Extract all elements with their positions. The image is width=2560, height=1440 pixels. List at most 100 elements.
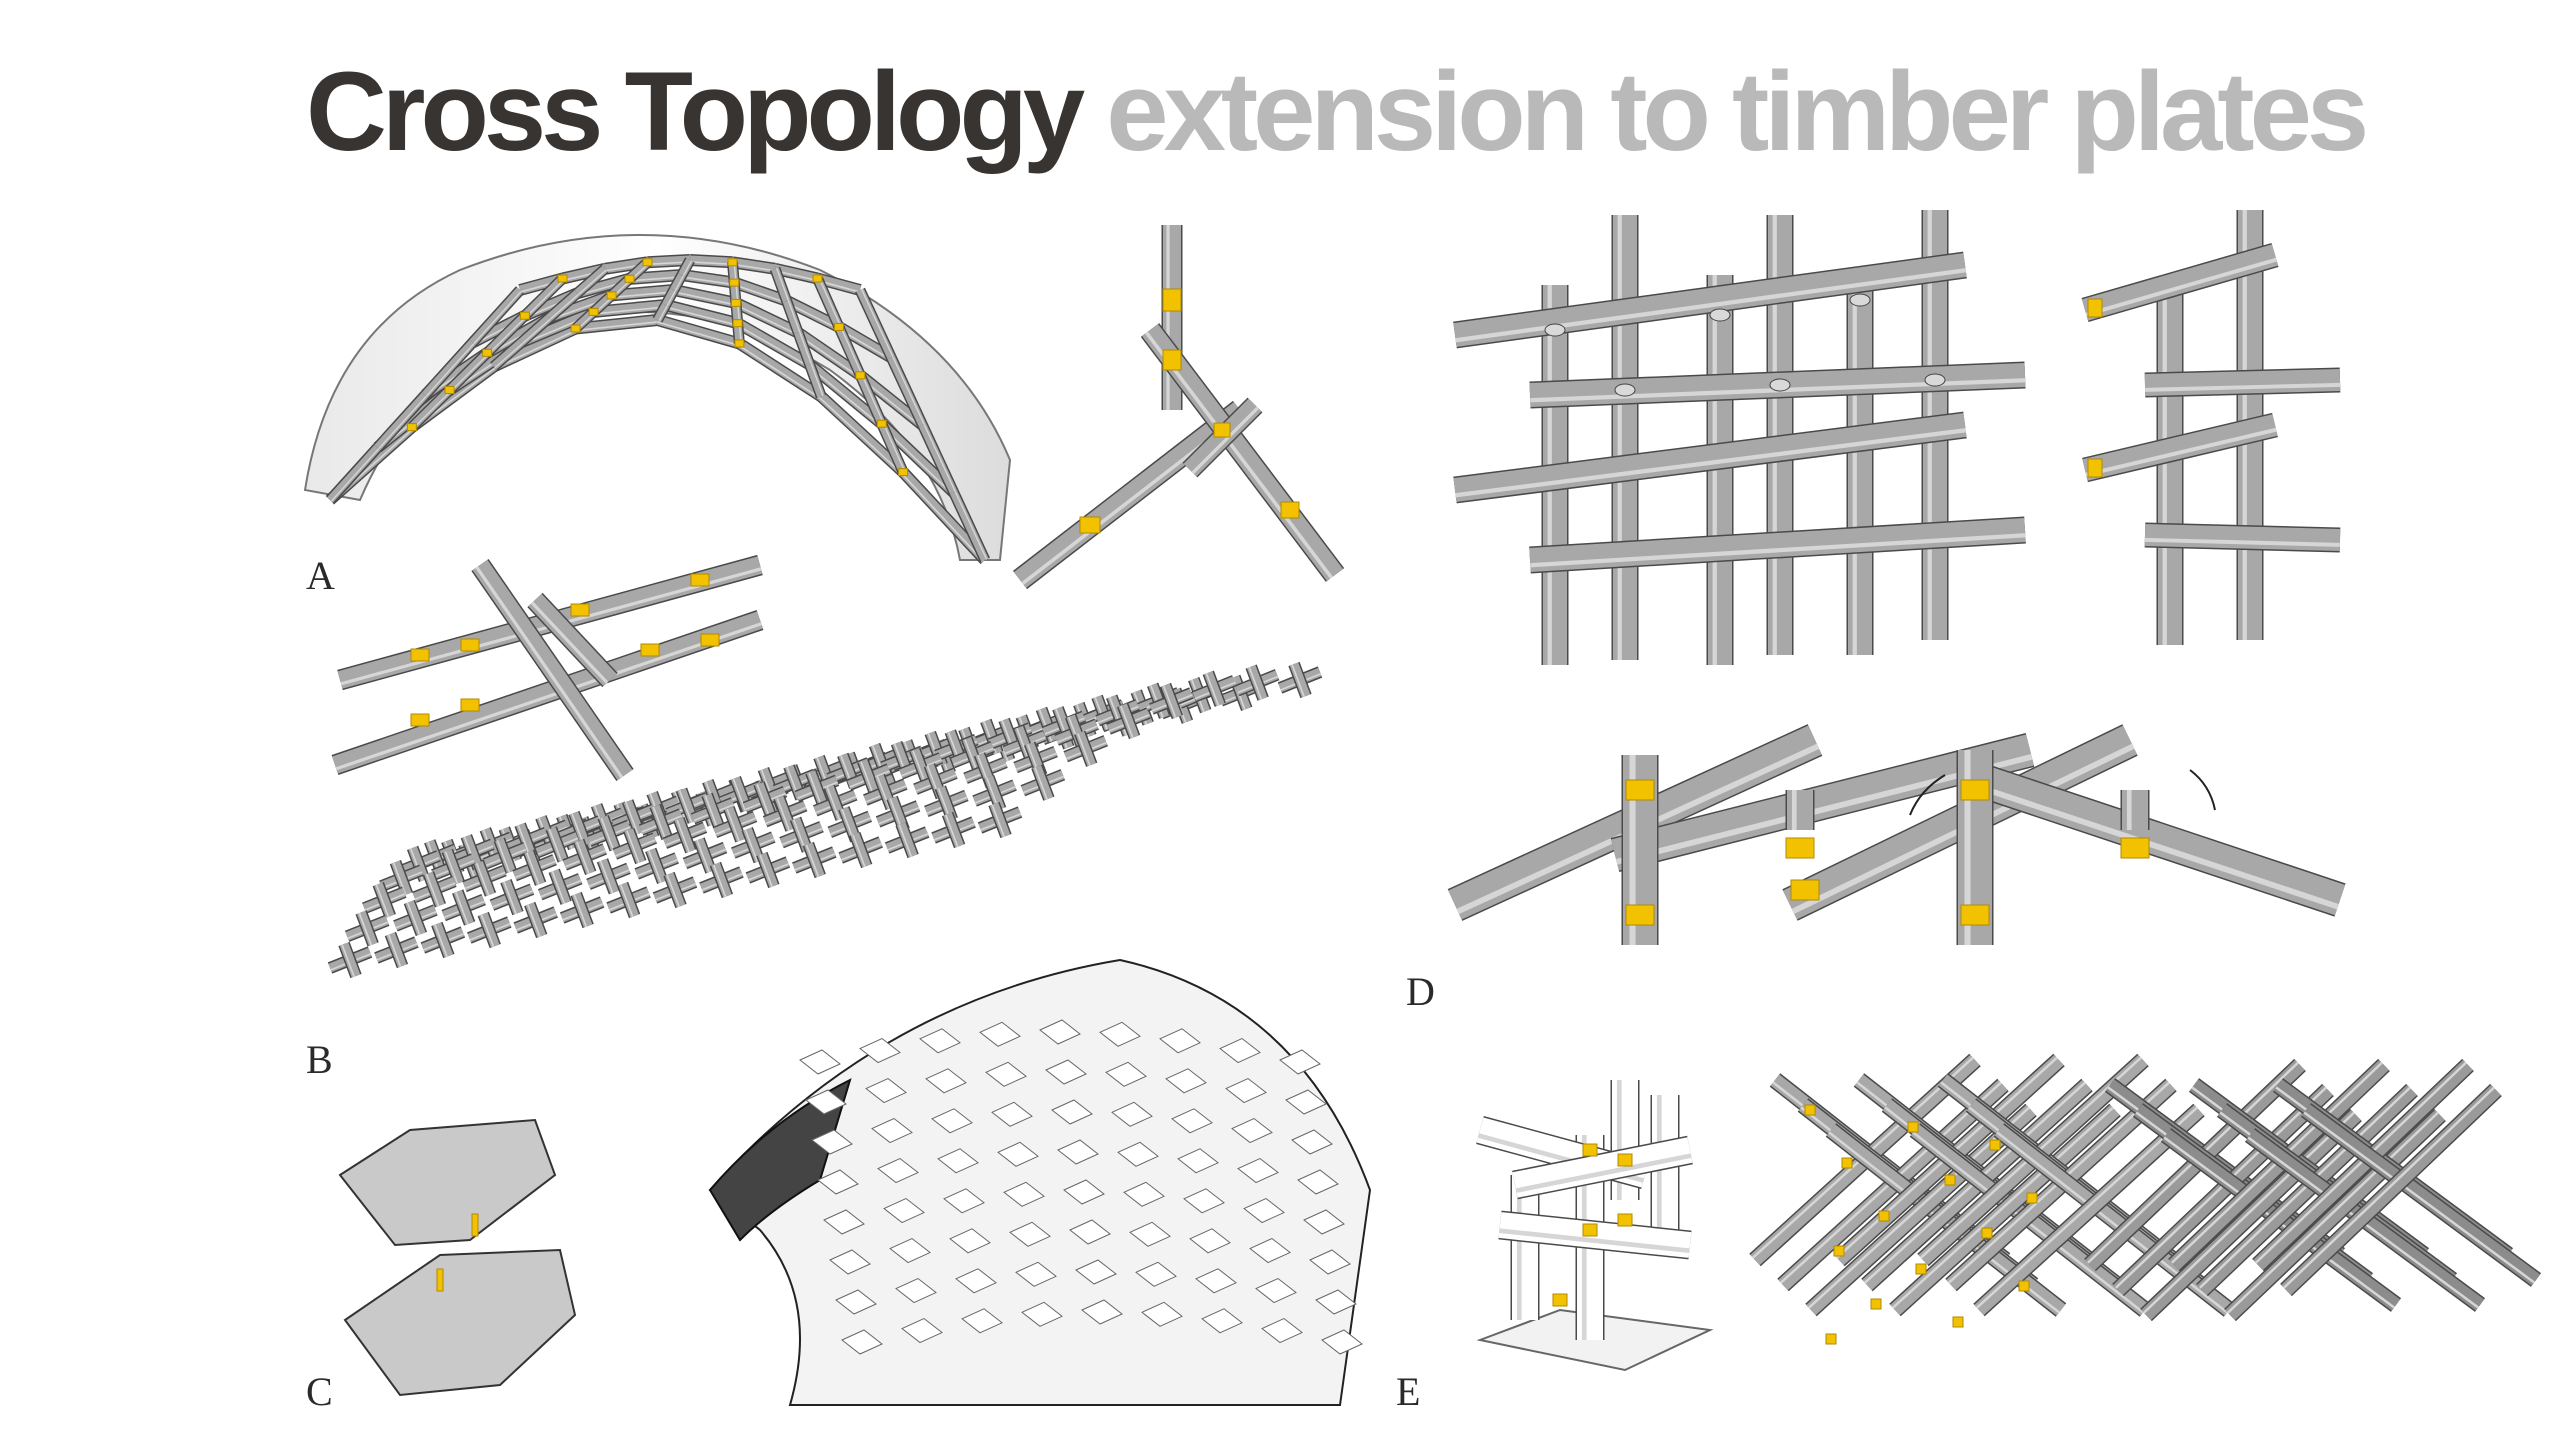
timber-rod (878, 422, 907, 474)
timber-rod (547, 826, 568, 863)
timber-rod-highlight (625, 801, 639, 835)
timber-rod-highlight (2283, 1086, 2495, 1289)
timber-rod (950, 490, 989, 562)
timber-rod-highlight (2085, 257, 2277, 317)
joint-marker (2087, 298, 2103, 318)
plate-shell-dark-edge (708, 1078, 852, 1242)
timber-rod (484, 312, 528, 356)
timber-rod-highlight (689, 261, 733, 266)
timber-rod (805, 363, 826, 398)
timber-rod-highlight (599, 860, 614, 894)
plate-tile (1189, 1228, 1231, 1254)
timber-rod (446, 349, 490, 393)
timber-rod (1032, 765, 1054, 801)
timber-rod-highlight (658, 305, 668, 322)
timber-rod (918, 423, 958, 495)
timber-rod-highlight (619, 884, 634, 917)
timber-rod-highlight (425, 873, 440, 907)
timber-rod (1118, 703, 1139, 739)
joint-marker (1079, 516, 1101, 534)
joint-marker (833, 322, 844, 331)
timber-rod (2197, 1084, 2417, 1296)
timber-rod (794, 331, 814, 366)
timber-rod-highlight (577, 269, 607, 296)
timber-rod (736, 339, 824, 401)
plate-tile (1021, 1301, 1063, 1327)
timber-rod-highlight (666, 290, 676, 307)
timber-rod-highlight (550, 293, 579, 320)
timber-rod (887, 355, 927, 427)
plate-tile (1303, 1209, 1345, 1235)
timber-rod-highlight (425, 343, 475, 397)
timber-rod (462, 834, 483, 870)
rod-end-cap (1924, 373, 1946, 387)
timber-rod-highlight (600, 817, 615, 851)
rod-end-cap (1544, 323, 1566, 337)
timber-rod-highlight (759, 854, 773, 887)
plate-tile (895, 1277, 937, 1304)
rod-end-cap (1849, 293, 1871, 307)
joint-marker (2018, 1280, 2030, 1292)
timber-rod-highlight (2255, 1061, 2467, 1264)
plate-tile (1297, 1169, 1339, 1195)
joint-marker (1915, 1263, 1927, 1275)
timber-rod-highlight (387, 934, 402, 967)
timber-rod (1142, 323, 1343, 582)
timber-rod-highlight (876, 776, 891, 809)
timber-rod-highlight (736, 324, 810, 367)
timber-rod (678, 258, 694, 277)
plate-tile (1321, 1329, 1363, 1355)
timber-rod (549, 869, 571, 905)
timber-rod (495, 838, 516, 874)
timber-rod-highlight (991, 804, 1005, 837)
timber-rod-highlight (819, 397, 903, 475)
joint-marker (1804, 1104, 1816, 1116)
timber-rod (443, 849, 464, 885)
timber-rod (424, 871, 445, 907)
timber-rod (524, 850, 545, 886)
plate-tile (1195, 1268, 1237, 1294)
timber-rod (2113, 1084, 2333, 1296)
timber-rod (611, 285, 675, 300)
joint-marker (1162, 288, 1182, 312)
joint-marker (1878, 1210, 1890, 1222)
joint-marker (1833, 1245, 1845, 1257)
timber-rod (856, 288, 895, 360)
timber-rod (518, 314, 553, 346)
timber-rod-highlight (810, 363, 824, 397)
timber-rod-highlight (912, 750, 926, 783)
joint-marker (1870, 1298, 1882, 1310)
timber-rod (432, 922, 454, 958)
timber-rod-highlight (1034, 767, 1048, 800)
timber-rod-highlight (2303, 1111, 2535, 1284)
joint-marker (1960, 904, 1990, 926)
plate-tile (925, 1068, 967, 1094)
title-primary: Cross Topology (306, 49, 1085, 174)
joint-marker (1582, 1223, 1598, 1237)
timber-rod (856, 373, 886, 426)
timber-rod-highlight (444, 851, 459, 884)
timber-rod-highlight (575, 321, 658, 332)
timber-rod (784, 296, 841, 331)
plate-tile (1201, 1308, 1243, 1334)
timber-rod (2301, 1104, 2541, 1286)
timber-rod-highlight (412, 390, 452, 429)
rotation-arrow (1909, 774, 1946, 816)
timber-rod (472, 559, 633, 781)
panel-c-plate-pair (338, 1118, 577, 1397)
timber-rod (664, 300, 739, 328)
timber-plate-upper (338, 1118, 557, 1247)
joint-marker (588, 307, 599, 316)
plate-tile (1243, 1197, 1285, 1224)
timber-rod-highlight (503, 881, 517, 915)
timber-rod (623, 799, 644, 835)
timber-rod (2144, 369, 2341, 396)
timber-rod-highlight (626, 830, 640, 864)
timber-rod-highlight (2143, 1111, 2355, 1314)
timber-rod (813, 276, 843, 329)
joint-marker (898, 468, 909, 477)
joint-marker (557, 274, 568, 283)
timber-plate-lower (343, 1248, 577, 1397)
timber-rod (469, 287, 523, 346)
